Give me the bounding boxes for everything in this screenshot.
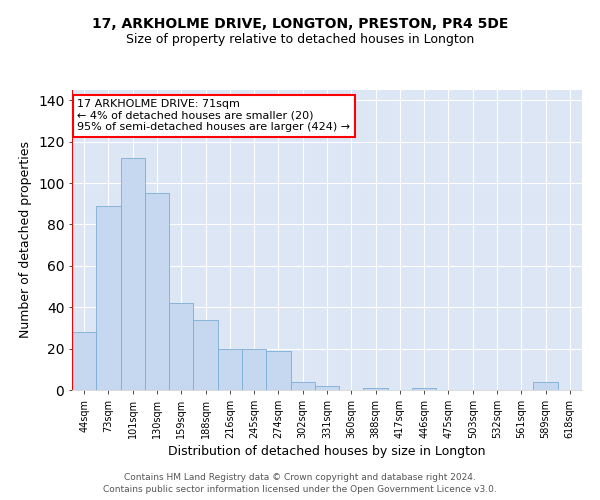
Text: 17, ARKHOLME DRIVE, LONGTON, PRESTON, PR4 5DE: 17, ARKHOLME DRIVE, LONGTON, PRESTON, PR… [92,18,508,32]
Y-axis label: Number of detached properties: Number of detached properties [19,142,32,338]
Text: Contains HM Land Registry data © Crown copyright and database right 2024.: Contains HM Land Registry data © Crown c… [124,472,476,482]
Bar [315,386,339,390]
Bar [145,194,169,390]
Bar [193,320,218,390]
Bar [412,388,436,390]
Bar [266,350,290,390]
Bar [533,382,558,390]
Bar [121,158,145,390]
Text: 17 ARKHOLME DRIVE: 71sqm
← 4% of detached houses are smaller (20)
95% of semi-de: 17 ARKHOLME DRIVE: 71sqm ← 4% of detache… [77,99,350,132]
Bar [96,206,121,390]
Bar [364,388,388,390]
Bar [72,332,96,390]
Bar [218,348,242,390]
Bar [169,303,193,390]
X-axis label: Distribution of detached houses by size in Longton: Distribution of detached houses by size … [168,446,486,458]
Bar [242,348,266,390]
Bar [290,382,315,390]
Text: Contains public sector information licensed under the Open Government Licence v3: Contains public sector information licen… [103,485,497,494]
Text: Size of property relative to detached houses in Longton: Size of property relative to detached ho… [126,32,474,46]
